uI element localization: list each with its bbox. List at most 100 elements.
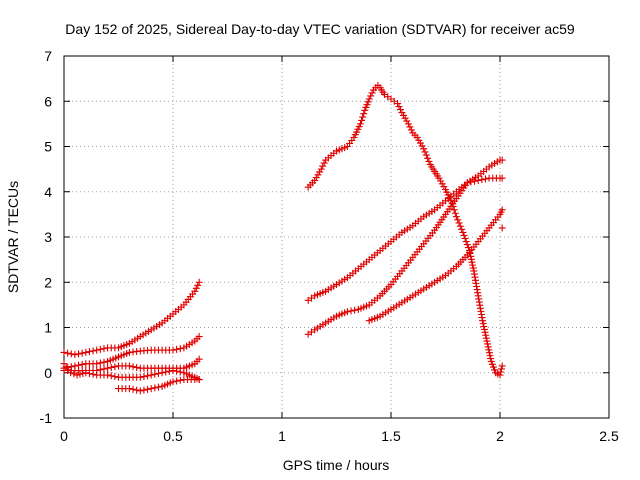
data-point [467,178,475,186]
y-tick-label: 0 [44,365,52,381]
y-tick-label: 7 [44,48,52,64]
data-point [89,347,97,355]
data-point [360,110,368,118]
data-point [154,383,162,391]
data-point [343,308,351,316]
data-point [406,123,414,131]
data-point [129,363,137,371]
data-point [173,345,181,353]
data-point [347,307,355,315]
data-point [480,325,488,333]
data-point [151,370,159,378]
data-point [136,373,144,381]
y-tick-label: -1 [40,410,53,426]
data-point [140,386,148,394]
x-tick-label: 1 [278,428,286,444]
data-point [482,331,490,339]
data-point [169,366,177,374]
data-point [452,213,460,221]
data-point [144,385,152,393]
data-point [467,255,475,263]
chart-title: Day 152 of 2025, Sidereal Day-to-day VTE… [65,21,575,37]
data-point [85,370,93,378]
data-point [425,157,433,165]
data-point [79,370,87,378]
data-point [67,369,75,377]
data-point [461,235,469,243]
data-point [136,387,144,395]
data-point [173,377,181,385]
data-point [497,365,505,373]
data-point [125,385,133,393]
x-tick-label: 1.5 [381,428,401,444]
data-point [133,363,141,371]
data-point [467,252,475,260]
y-axis-label: SDTVAR / TECUs [5,181,21,293]
x-tick-label: 0.5 [163,428,183,444]
data-point [404,120,412,128]
data-point [195,278,203,286]
data-point [498,156,506,164]
data-point [485,349,493,357]
data-point [78,360,86,368]
data-point [359,113,367,121]
data-point [60,348,68,356]
data-point [70,370,78,378]
data-point [176,345,184,353]
data-point [481,328,489,336]
data-point [195,355,203,363]
data-point [469,264,477,272]
x-tick-label: 2 [496,428,504,444]
data-point [176,376,184,384]
data-point [463,179,471,187]
data-point [407,126,415,134]
data-point [317,165,325,173]
data-point [85,348,93,356]
data-point [460,231,468,239]
data-point [396,106,404,114]
data-point [111,373,119,381]
data-point [104,371,112,379]
data-point [455,219,463,227]
data-point [468,258,476,266]
data-point [482,334,490,342]
data-point [100,365,108,373]
grid [64,56,609,418]
data-point [96,345,104,353]
data-point [162,368,170,376]
data-point [356,120,364,128]
data-point [394,100,402,108]
data-point [478,176,486,184]
data-point [173,367,181,375]
data-point [147,385,155,393]
data-point [104,364,112,372]
data-point [73,371,81,379]
data-point [463,241,471,249]
data-point [358,116,366,124]
data-point [111,363,119,371]
data-point [100,345,108,353]
y-tick-label: 2 [44,274,52,290]
data-point [486,352,494,360]
data-point [158,369,166,377]
data-point [451,209,459,217]
data-point [462,238,470,246]
data-point [192,284,200,292]
data-point [169,346,177,354]
data-point [496,371,504,379]
data-point [82,369,90,377]
axis-ticks: 0 0.5 1 1.5 2 2.5 -1 0 1 2 3 4 5 6 7 [40,48,619,444]
data-point [151,384,159,392]
data-point [144,372,152,380]
data-point [107,363,115,371]
data-point [93,346,101,354]
data-point [481,175,489,183]
data-point [487,355,495,363]
data-point [365,95,373,103]
data-point [82,348,90,356]
data-point [133,386,141,394]
data-point [480,323,488,331]
data-point [479,317,487,325]
data-point [367,92,375,100]
